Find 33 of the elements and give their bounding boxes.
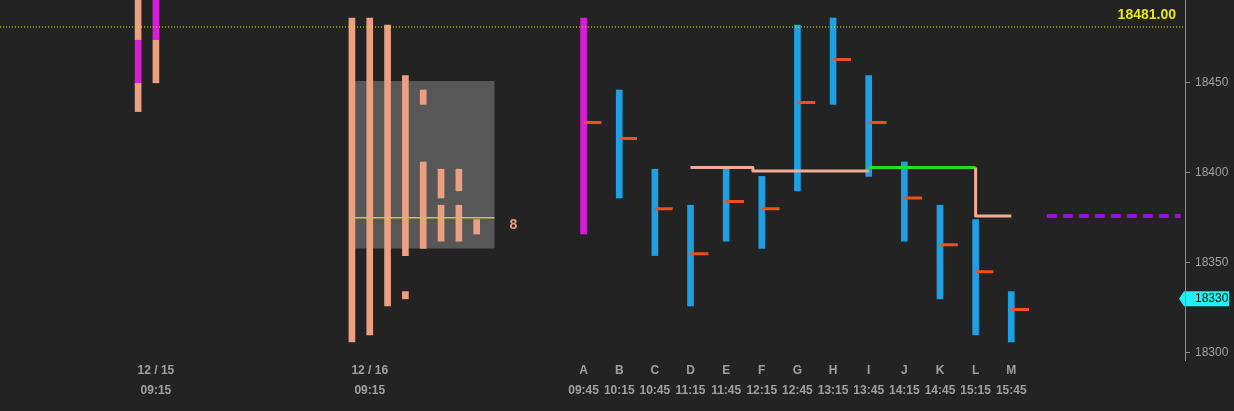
bar: [419, 161, 427, 249]
bar: [615, 89, 623, 199]
x-tick-label: L 15:15: [960, 363, 992, 398]
x-tick-label: I 13:45: [853, 363, 885, 398]
bar: [865, 75, 873, 177]
x-tick-label: A 09:45: [568, 363, 600, 398]
x-tick-label: K 14:45: [924, 363, 956, 398]
bar: [1007, 291, 1015, 343]
x-tick-label: J 14:15: [888, 363, 921, 398]
x-tick-label: 12 / 15 09:15: [137, 363, 175, 398]
x-tick-label: M 15:45: [995, 363, 1027, 398]
x-tick-label: C 10:45: [639, 363, 671, 398]
ref-line-label: 18481.00: [1117, 5, 1177, 22]
y-tick-label: 18350: [1195, 255, 1229, 270]
bar: [758, 176, 766, 249]
bar: [580, 17, 587, 235]
bar: [687, 204, 694, 307]
bar: [794, 24, 801, 192]
y-tick-label: 18450: [1195, 75, 1229, 90]
x-tick-label: G 12:45: [782, 363, 814, 398]
x-tick-label: B 10:15: [603, 363, 635, 398]
y-tick-label: 18300: [1195, 345, 1229, 360]
x-tick-label: E 11:45: [711, 363, 742, 398]
bar: [972, 219, 979, 336]
x-tick-label: D 11:15: [675, 363, 706, 398]
y-tick-label: 18330: [1195, 291, 1229, 306]
x-tick-label: H 13:15: [817, 363, 849, 398]
y-tick-label: 18400: [1195, 165, 1229, 180]
bar: [901, 161, 908, 242]
annotation: 8: [509, 215, 518, 232]
x-tick-label: F 12:15: [746, 363, 778, 398]
bar: [402, 291, 409, 300]
x-tick-label: 12 / 16 09:15: [351, 363, 389, 398]
